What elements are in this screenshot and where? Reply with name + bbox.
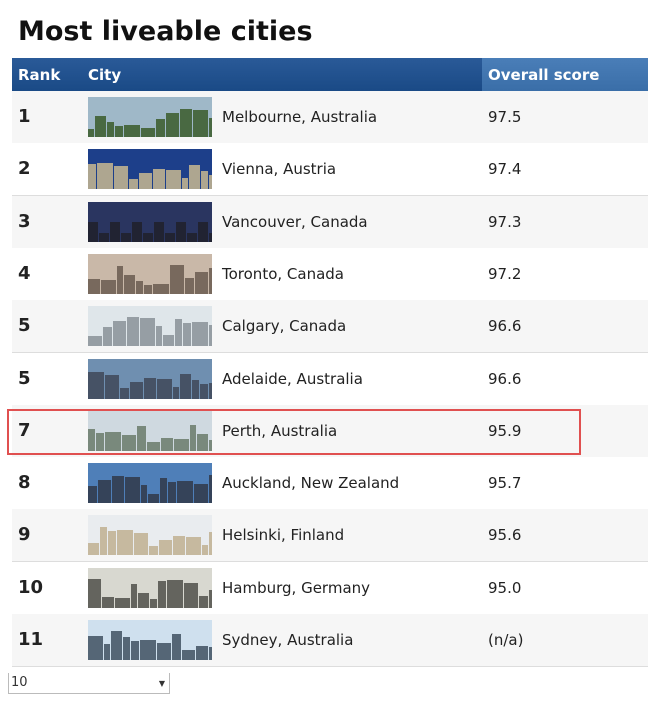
rank-cell: 5 bbox=[18, 367, 31, 389]
table-row: 2 Vienna, Austria 97.4 bbox=[12, 143, 648, 197]
table-row: 10 Hamburg, Germany 95.0 bbox=[12, 561, 648, 615]
column-header: Rank bbox=[18, 66, 61, 84]
title: Most liveable cities bbox=[18, 16, 313, 47]
city-photo bbox=[88, 567, 212, 608]
rank-cell: 3 bbox=[18, 210, 31, 232]
city-photo bbox=[88, 149, 212, 190]
score-cell: 97.3 bbox=[488, 212, 522, 231]
table-row: 5 Calgary, Canada 96.6 bbox=[12, 300, 648, 354]
city-photo bbox=[88, 97, 212, 137]
rank-cell: 10 bbox=[18, 576, 44, 598]
score-cell: 95.9 bbox=[488, 421, 522, 440]
table-row: 1 Melbourne, Australia 97.5 bbox=[12, 91, 648, 144]
city-cell: Calgary, Canada bbox=[222, 317, 347, 336]
city-cell: Vienna, Austria bbox=[222, 160, 337, 179]
rank-cell: 9 bbox=[18, 524, 31, 546]
table-row: 4 Toronto, Canada 97.2 bbox=[12, 247, 648, 301]
rank-cell: 1 bbox=[18, 106, 31, 127]
score-cell: 97.4 bbox=[488, 160, 522, 179]
score-cell: (n/a) bbox=[488, 631, 524, 649]
city-cell: Auckland, New Zealand bbox=[222, 474, 400, 493]
table-row: 9 Helsinki, Finland 95.6 bbox=[12, 509, 648, 563]
score-cell: 96.6 bbox=[488, 369, 522, 388]
page-size-select[interactable]: 10 ▼ bbox=[8, 673, 170, 694]
city-cell: Toronto, Canada bbox=[222, 264, 344, 283]
table-row: 7 Perth, Australia 95.9 bbox=[12, 404, 648, 458]
table-row: 8 Auckland, New Zealand 95.7 bbox=[12, 457, 648, 511]
city-cell: Melbourne, Australia bbox=[222, 108, 378, 126]
column-header: Overall score bbox=[488, 66, 600, 84]
select-value: 10 bbox=[11, 675, 28, 690]
score-cell: 95.6 bbox=[488, 526, 522, 545]
score-header-bg bbox=[482, 58, 648, 91]
city-photo bbox=[88, 358, 212, 399]
city-cell: Helsinki, Finland bbox=[222, 526, 345, 545]
rank-cell: 4 bbox=[18, 262, 31, 284]
city-photo bbox=[88, 620, 212, 660]
score-cell: 97.5 bbox=[488, 108, 522, 126]
city-photo bbox=[88, 306, 212, 347]
rank-cell: 8 bbox=[18, 472, 31, 494]
score-cell: 95.0 bbox=[488, 578, 522, 597]
city-photo bbox=[88, 410, 212, 451]
rank-cell: 5 bbox=[18, 315, 31, 337]
city-photo bbox=[88, 515, 212, 556]
rank-cell: 2 bbox=[18, 158, 31, 180]
table-row: 11 Sydney, Australia (n/a) bbox=[12, 614, 648, 667]
select-arrow: ▼ bbox=[158, 679, 165, 688]
score-cell: 97.2 bbox=[488, 264, 522, 283]
column-header: City bbox=[88, 66, 122, 84]
city-cell: Hamburg, Germany bbox=[222, 578, 371, 597]
score-cell: 95.7 bbox=[488, 474, 522, 493]
city-cell: Adelaide, Australia bbox=[222, 369, 363, 388]
city-cell: Sydney, Australia bbox=[222, 631, 354, 649]
city-cell: Vancouver, Canada bbox=[222, 212, 368, 231]
rank-cell: 7 bbox=[18, 419, 31, 441]
city-cell: Perth, Australia bbox=[222, 421, 338, 440]
city-photo bbox=[88, 253, 212, 294]
rank-cell: 11 bbox=[18, 629, 44, 650]
city-photo bbox=[88, 201, 212, 242]
table-header: Rank City Overall score bbox=[12, 58, 648, 91]
city-photo bbox=[88, 463, 212, 504]
highlight-box bbox=[7, 409, 581, 455]
score-cell: 96.6 bbox=[488, 317, 522, 336]
table-row: 3 Vancouver, Canada 97.3 bbox=[12, 195, 648, 249]
table-row: 5 Adelaide, Australia 96.6 bbox=[12, 352, 648, 406]
